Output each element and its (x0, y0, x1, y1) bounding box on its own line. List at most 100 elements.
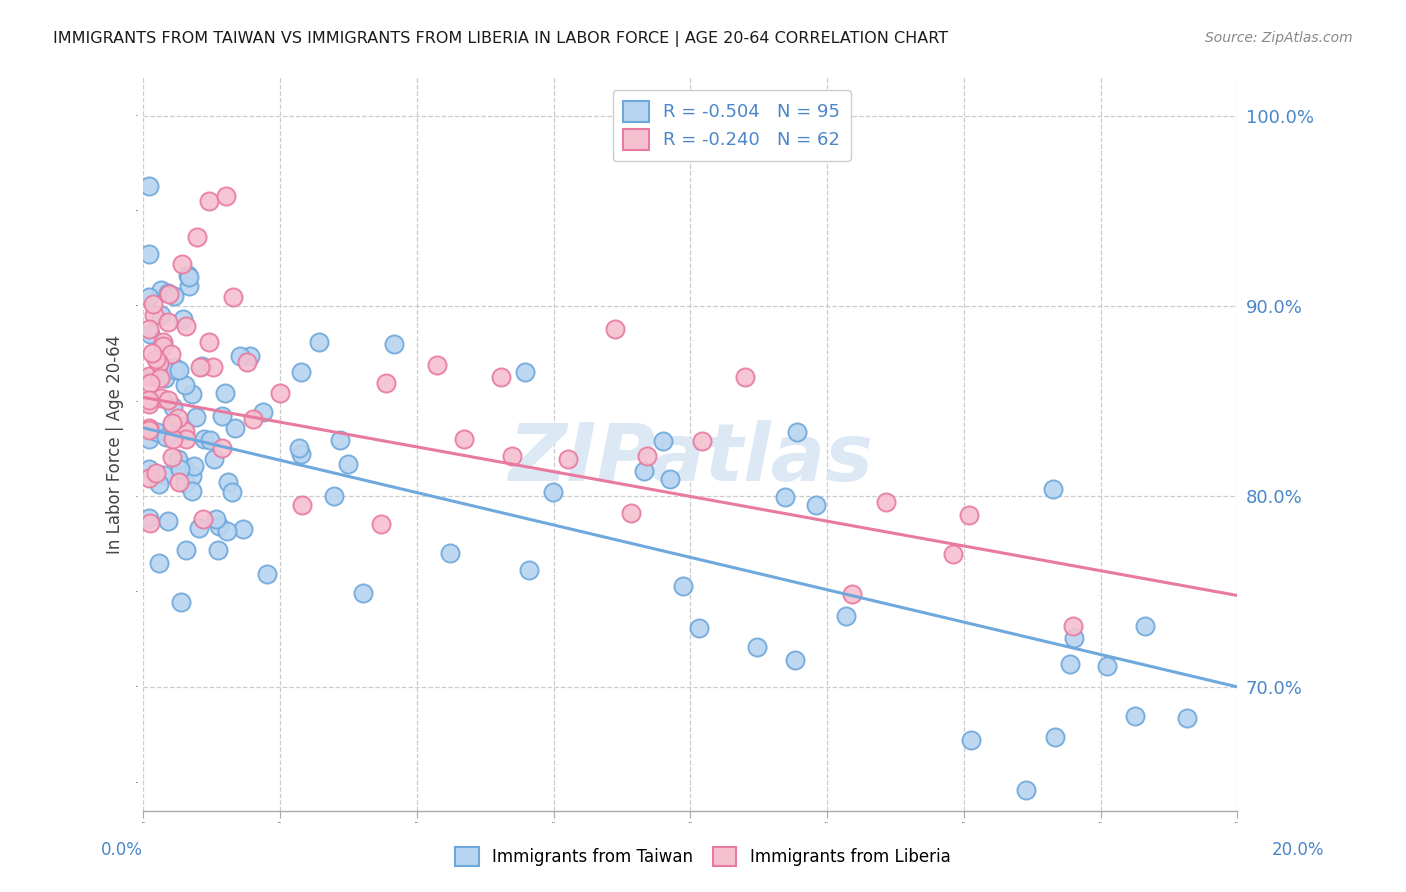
Point (501, 449, 523, 463)
Point (174, 432, 197, 446)
Point (291, 499, 314, 513)
Point (138, 290, 160, 304)
Point (672, 579, 695, 593)
Point (211, 441, 233, 455)
Point (1133, 618, 1156, 632)
Point (224, 420, 246, 434)
Point (439, 546, 461, 560)
Point (153, 467, 176, 482)
Point (152, 334, 174, 349)
Point (173, 475, 195, 490)
Point (489, 370, 512, 384)
Point (214, 385, 236, 400)
Point (174, 318, 197, 333)
Point (138, 471, 160, 485)
Point (620, 506, 643, 520)
Point (138, 432, 160, 446)
Point (1063, 631, 1085, 645)
Point (453, 432, 475, 446)
Point (150, 308, 173, 322)
Point (142, 369, 165, 384)
Point (169, 457, 191, 471)
Point (252, 405, 274, 419)
Point (183, 458, 205, 473)
Point (149, 283, 172, 297)
Point (336, 457, 359, 471)
Point (167, 362, 190, 376)
Text: IMMIGRANTS FROM TAIWAN VS IMMIGRANTS FROM LIBERIA IN LABOR FORCE | AGE 20-64 COR: IMMIGRANTS FROM TAIWAN VS IMMIGRANTS FRO… (53, 31, 949, 47)
Point (184, 409, 207, 424)
Point (232, 522, 254, 536)
Point (138, 423, 160, 437)
Point (636, 449, 658, 463)
Point (139, 327, 162, 342)
Point (942, 547, 965, 561)
Point (308, 334, 330, 349)
Point (633, 464, 655, 478)
Point (426, 358, 449, 372)
Point (191, 359, 214, 373)
Point (139, 516, 162, 530)
Point (734, 369, 756, 384)
Point (1042, 482, 1064, 496)
Point (269, 385, 291, 400)
Point (374, 376, 396, 390)
Point (786, 425, 808, 440)
Point (163, 289, 186, 303)
Point (156, 285, 179, 300)
Point (188, 521, 211, 535)
Point (188, 359, 211, 374)
Point (181, 469, 204, 483)
Point (157, 392, 180, 407)
Point (205, 512, 228, 526)
Point (145, 425, 167, 440)
Point (173, 460, 195, 475)
Point (541, 484, 564, 499)
Point (557, 452, 579, 467)
Point (957, 508, 980, 522)
Point (370, 517, 392, 532)
Point (157, 315, 180, 329)
Point (148, 476, 170, 491)
Point (138, 179, 160, 194)
Legend: Immigrants from Taiwan, Immigrants from Liberia: Immigrants from Taiwan, Immigrants from … (449, 840, 957, 873)
Point (181, 483, 204, 498)
Point (201, 359, 224, 374)
Point (172, 311, 194, 326)
Point (145, 351, 167, 366)
Point (513, 365, 536, 379)
Point (138, 397, 160, 411)
Point (603, 321, 626, 335)
Point (143, 308, 166, 322)
Point (173, 424, 195, 438)
Point (172, 418, 194, 433)
Point (160, 417, 183, 431)
Point (172, 257, 194, 271)
Point (222, 290, 245, 304)
Point (138, 322, 160, 336)
Point (163, 363, 186, 377)
Legend: R = -0.504   N = 95, R = -0.240   N = 62: R = -0.504 N = 95, R = -0.240 N = 62 (613, 90, 851, 161)
Point (197, 335, 219, 350)
Point (773, 490, 796, 504)
Point (207, 542, 229, 557)
Point (138, 462, 160, 476)
Point (177, 268, 200, 282)
Point (783, 653, 806, 667)
Point (163, 360, 186, 375)
Point (690, 434, 713, 448)
Point (214, 188, 236, 202)
Point (167, 475, 190, 490)
Point (217, 475, 239, 489)
Text: 20.0%: 20.0% (1272, 840, 1324, 858)
Point (160, 417, 183, 432)
Point (169, 462, 191, 476)
Point (160, 450, 183, 464)
Point (159, 347, 181, 361)
Point (179, 270, 201, 285)
Point (1062, 619, 1084, 633)
Point (1123, 709, 1146, 723)
Point (177, 278, 200, 293)
Point (256, 567, 278, 582)
Point (747, 640, 769, 654)
